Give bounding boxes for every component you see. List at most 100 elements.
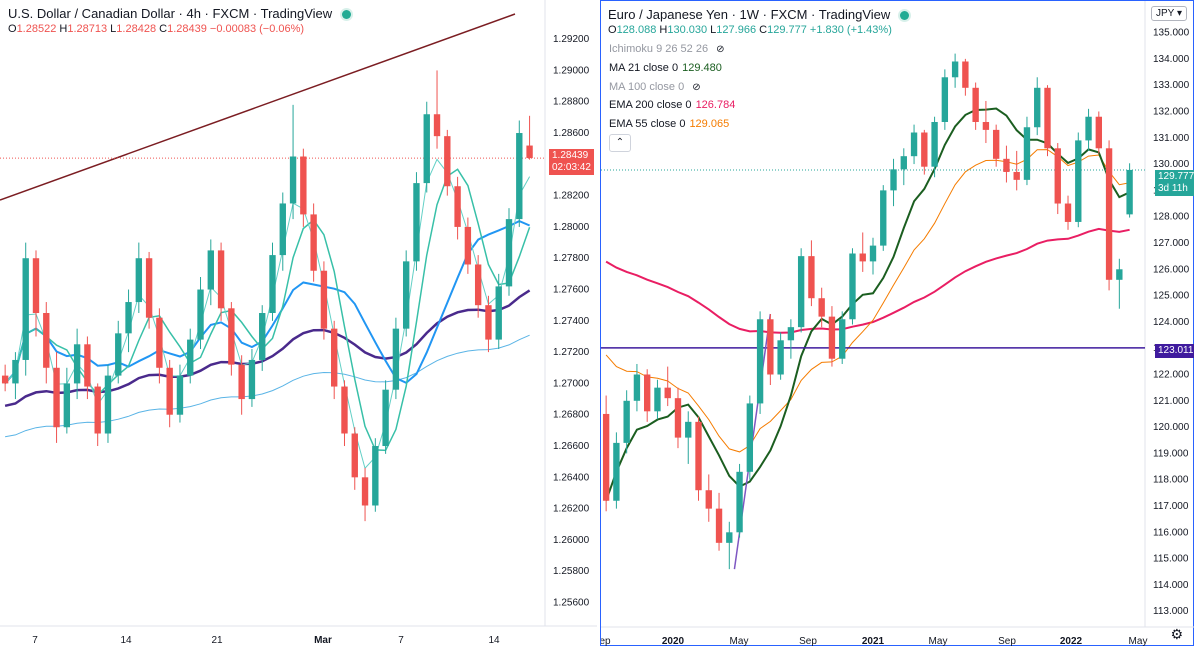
price-axis-tick-label: 130.000 [1153, 159, 1190, 170]
candle-body [320, 270, 328, 329]
eurjpy-chart[interactable]: 135.000 134.000 133.000 132.000 131.000 130.0… [601, 1, 1194, 647]
candle-body [910, 132, 918, 157]
indicator-ma21-value: 129.480 [682, 62, 722, 74]
candle-body [1116, 269, 1123, 280]
eye-hidden-icon[interactable]: ⊘ [692, 82, 701, 93]
candle-body [726, 532, 733, 543]
candle-body [654, 387, 661, 412]
candle-body [1023, 127, 1031, 180]
eye-hidden-icon[interactable]: ⊘ [716, 44, 725, 55]
indicator-ma100[interactable]: MA 100 close 0 ⊘ [609, 81, 701, 93]
left-low: 1.28428 [116, 23, 157, 35]
price-axis-tick-label: 134.000 [1153, 54, 1190, 65]
candle-body [269, 255, 276, 313]
candle-body [310, 214, 317, 271]
price-axis-tick-label: 125.000 [1153, 291, 1190, 302]
currency-label: JPY [1156, 8, 1175, 19]
price-axis-tick-label: 1.26200 [553, 504, 590, 515]
candle-body [115, 333, 122, 376]
time-axis-tick-label: 14 [488, 635, 500, 646]
candle-body [1085, 116, 1092, 141]
price-axis-tick-label: 122.000 [1153, 369, 1190, 380]
indicator-ema200-label: EMA 200 close 0 [609, 99, 692, 111]
indicator-ema55-value: 129.065 [689, 118, 730, 130]
candle-body [808, 256, 815, 299]
left-price-tag-countdown: 02:03:42 [552, 162, 591, 173]
price-axis-tick-label: 124.000 [1153, 317, 1190, 328]
candle-body [526, 145, 533, 159]
candle-body [402, 261, 410, 329]
candle-body [715, 508, 723, 543]
left-close: 1.28439 [167, 23, 207, 35]
indicator-ichimoku[interactable]: Ichimoku 9 26 52 26 ⊘ [609, 43, 724, 55]
candle-body [1095, 116, 1102, 149]
candle-body [839, 319, 846, 359]
candle-body [259, 313, 266, 360]
candle-body [207, 250, 214, 290]
left-chart-title-row: U.S. Dollar / Canadian Dollar · 4h · FXC… [8, 6, 352, 21]
candle-body [1105, 148, 1113, 280]
gear-icon[interactable]: ⚙ [1170, 626, 1183, 642]
candle-body [423, 114, 430, 184]
time-axis-tick-label: 14 [120, 635, 132, 646]
candle-body [413, 183, 420, 262]
candle-body [331, 328, 338, 387]
candle-body [238, 364, 245, 400]
candle-body [900, 156, 907, 170]
ema200-line [605, 227, 1130, 334]
eurjpy-chart-pane[interactable]: 135.000 134.000 133.000 132.000 131.000 130.0… [600, 0, 1194, 647]
candle-body [777, 340, 784, 375]
trendline [0, 13, 516, 201]
currency-selector[interactable]: JPY ▾ [1151, 6, 1187, 21]
candle-body [197, 289, 204, 340]
candle-body [166, 367, 173, 415]
candle-body [890, 169, 897, 191]
price-axis-tick-label: 118.000 [1153, 475, 1189, 486]
candle-body [351, 433, 358, 478]
price-axis-tick-label: 1.29000 [553, 65, 590, 76]
time-axis-tick-label: ep [601, 636, 611, 647]
indicator-ma21[interactable]: MA 21 close 0 129.480 [609, 62, 722, 74]
price-axis-tick-label: 1.28000 [553, 222, 590, 233]
price-axis-tick-label: 1.28200 [553, 191, 590, 202]
time-axis-tick-label: Mar [314, 635, 332, 646]
candle-body [444, 136, 451, 187]
usdcad-chart[interactable]: 1.292001.290001.288001.286001.284001.282… [0, 0, 597, 646]
candle-body [1, 375, 9, 384]
candle-body [736, 471, 743, 533]
ma21-line [605, 107, 1131, 502]
time-axis-tick-label: Sep [799, 636, 817, 647]
candle-body [1013, 171, 1020, 180]
price-axis-tick-label: 117.000 [1153, 501, 1189, 512]
price-axis-tick-label: 131.000 [1153, 133, 1190, 144]
indicator-ema55[interactable]: EMA 55 close 0 129.065 [609, 118, 729, 130]
candle-body [941, 77, 949, 122]
candle-body [485, 305, 492, 340]
right-open: 128.088 [616, 24, 657, 36]
candle-body [228, 308, 235, 365]
candle-body [644, 374, 651, 412]
usdcad-chart-pane[interactable]: 1.292001.290001.288001.286001.284001.282… [0, 0, 597, 646]
candle-body [1064, 203, 1072, 222]
candle-body [125, 302, 132, 334]
indicator-ema55-label: EMA 55 close 0 [609, 118, 686, 130]
indicator-ema200[interactable]: EMA 200 close 0 126.784 [609, 99, 735, 111]
right-ohlc-row: O128.088 H130.030 L127.966 C129.777 +1.8… [608, 24, 892, 36]
left-chart-title: U.S. Dollar / Canadian Dollar · 4h · FXC… [8, 6, 333, 21]
candle-body [633, 374, 641, 401]
candle-body [992, 129, 1000, 159]
candle-body [135, 258, 143, 303]
price-axis-tick-label: 1.25600 [553, 598, 590, 609]
candle-body [12, 359, 19, 384]
candle-body [1044, 87, 1051, 149]
mid-moving-average-line [4, 220, 530, 385]
price-axis-tick-label: 135.000 [1153, 28, 1190, 39]
slow-moving-average-line [4, 289, 531, 408]
collapse-indicators-button[interactable]: ⌃ [609, 134, 631, 152]
candle-body [43, 313, 50, 368]
price-axis-tick-label: 1.26600 [553, 441, 590, 452]
candle-body [63, 383, 71, 428]
candle-body [84, 344, 91, 387]
candle-body [289, 156, 297, 204]
candle-body [982, 121, 990, 130]
